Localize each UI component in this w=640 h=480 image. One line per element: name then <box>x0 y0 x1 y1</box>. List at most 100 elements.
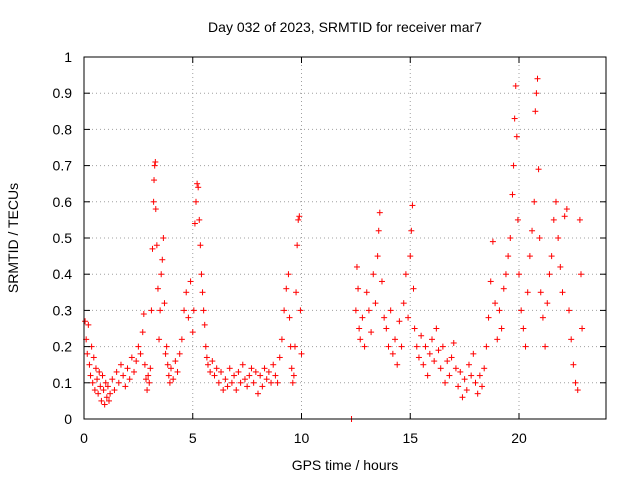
data-point <box>353 263 360 270</box>
data-point <box>396 318 403 325</box>
data-point <box>450 339 457 346</box>
data-point <box>429 336 435 343</box>
data-point <box>463 387 470 394</box>
data-point <box>286 314 293 321</box>
data-point <box>156 336 163 343</box>
data-point <box>483 343 490 350</box>
data-point <box>187 278 194 285</box>
data-point <box>529 227 536 234</box>
data-point <box>566 307 573 314</box>
data-point <box>91 387 98 394</box>
data-point <box>191 220 198 227</box>
data-point <box>476 372 483 379</box>
data-point <box>122 383 129 390</box>
data-point <box>97 383 104 390</box>
data-point <box>194 180 201 187</box>
data-point <box>106 397 113 404</box>
data-point <box>289 379 296 386</box>
data-point <box>507 235 514 241</box>
data-point <box>561 213 568 220</box>
data-point <box>158 271 165 278</box>
data-point <box>392 336 399 343</box>
data-point <box>99 372 106 379</box>
data-point <box>459 394 466 401</box>
data-point <box>544 300 551 307</box>
data-point <box>465 361 472 368</box>
data-point <box>159 256 166 263</box>
data-point <box>163 343 170 350</box>
data-point <box>154 285 161 292</box>
data-point <box>297 307 304 314</box>
data-point <box>148 307 155 314</box>
data-point <box>199 289 206 296</box>
y-tick-label: 0.4 <box>53 266 73 282</box>
data-point <box>361 343 368 350</box>
data-point <box>222 376 229 383</box>
data-point <box>359 314 366 321</box>
data-point <box>435 347 442 354</box>
y-tick-label: 0 <box>64 411 72 427</box>
data-point <box>172 358 179 365</box>
data-point <box>272 372 279 379</box>
data-point <box>420 361 427 368</box>
data-point <box>550 216 557 223</box>
data-point <box>190 307 197 314</box>
data-point <box>257 372 264 379</box>
data-point <box>492 300 499 307</box>
data-point <box>151 162 158 169</box>
data-point <box>109 376 116 383</box>
x-axis-label: GPS time / hours <box>292 457 399 473</box>
data-point <box>220 387 227 394</box>
data-point <box>185 314 192 321</box>
data-point <box>355 285 362 292</box>
data-point <box>104 383 111 390</box>
data-point <box>168 365 174 372</box>
data-point <box>356 325 363 332</box>
data-point <box>526 253 533 260</box>
data-point <box>472 379 479 386</box>
data-point <box>157 307 164 314</box>
data-point <box>363 289 370 296</box>
data-point <box>431 358 438 365</box>
data-point <box>174 368 181 375</box>
data-point <box>568 336 575 343</box>
data-point <box>357 336 364 343</box>
data-point <box>133 358 140 365</box>
data-point <box>189 329 196 336</box>
data-point <box>557 263 564 270</box>
y-tick-label: 0.3 <box>53 302 73 318</box>
data-point <box>139 329 146 336</box>
data-point <box>444 358 451 365</box>
data-point <box>524 289 531 296</box>
data-point <box>228 379 235 386</box>
data-point <box>142 376 149 383</box>
data-point <box>394 361 401 368</box>
data-point <box>250 379 257 386</box>
data-point <box>268 379 275 386</box>
axes: 00.10.20.30.40.50.60.70.80.910 5 10 15 20 <box>53 49 606 446</box>
data-point <box>505 253 512 260</box>
data-point <box>457 368 464 375</box>
data-point <box>231 372 238 379</box>
data-point <box>513 133 520 140</box>
data-point <box>481 365 488 372</box>
data-point <box>381 314 388 321</box>
data-point <box>291 343 298 350</box>
data-point <box>514 216 521 223</box>
data-point <box>263 376 270 383</box>
data-point <box>448 354 455 361</box>
data-point <box>215 379 222 386</box>
data-point <box>383 325 390 332</box>
data-point <box>233 387 240 394</box>
data-point <box>577 271 584 278</box>
y-tick-label: 0.5 <box>53 230 73 246</box>
data-point <box>90 354 97 361</box>
data-point <box>563 206 570 213</box>
data-point <box>270 361 277 368</box>
data-point <box>387 307 394 314</box>
data-point <box>201 321 208 328</box>
data-point <box>572 379 579 386</box>
data-point <box>536 235 543 241</box>
data-point <box>408 227 415 234</box>
data-point <box>160 235 167 241</box>
